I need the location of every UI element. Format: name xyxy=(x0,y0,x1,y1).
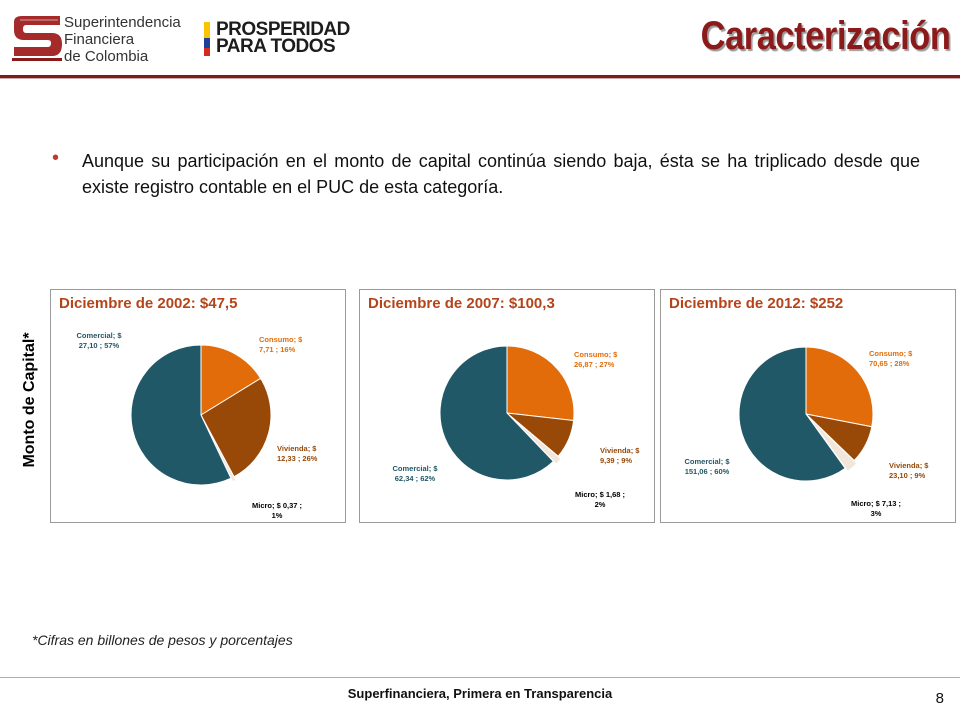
pie-slice-vivienda xyxy=(200,377,272,478)
data-label-consumo: Consumo; $26,87 ; 27% xyxy=(574,350,618,369)
pie-slice-comercial xyxy=(439,345,555,481)
flag-stripes-icon xyxy=(204,22,210,56)
footnote: *Cifras en billones de pesos y porcentaj… xyxy=(32,632,293,648)
pie-slice-comercial xyxy=(130,344,232,486)
header: Superintendencia Financiera de Colombia … xyxy=(0,0,960,80)
y-axis-label: Monto de Capital* xyxy=(21,332,38,468)
pie-slice-consumo xyxy=(805,346,874,428)
bullet-text: Aunque su participación en el monto de c… xyxy=(82,151,920,197)
footer-text: Superfinanciera, Primera en Transparenci… xyxy=(347,686,613,701)
page-title: Caracterización xyxy=(700,14,950,58)
chart-title: Diciembre de 2007: $100,3 xyxy=(368,295,555,312)
data-label-vivienda: Vivienda; $9,39 ; 9% xyxy=(600,446,640,465)
data-label-vivienda: Vivienda; $23,10 ; 9% xyxy=(889,461,929,480)
pie-chart-2012: Diciembre de 2012: $252 Consumo; $70,65 … xyxy=(660,289,956,523)
chart-title: Diciembre de 2012: $252 xyxy=(669,295,844,312)
partner-logo-line-2: PARA TODOS xyxy=(216,36,336,57)
data-label-micro: Micro; $ 0,37 ; 1% xyxy=(252,501,302,520)
page-number: 8 xyxy=(935,690,944,707)
data-label-vivienda: Vivienda; $12,33 ; 26% xyxy=(277,444,318,463)
pie-svg: Consumo; $70,65 ; 28% Vivienda; $23,10 ; … xyxy=(684,346,929,518)
pie-svg: Consumo; $7,71 ; 16% Vivienda; $12,33 ; 2… xyxy=(76,331,318,520)
logo-line-1: Superintendencia xyxy=(64,14,181,31)
data-label-comercial: Comercial; $62,34 ; 62% xyxy=(392,464,438,483)
chart-title: Diciembre de 2002: $47,5 xyxy=(59,295,238,312)
partner-logo-text: PROSPERIDAD PARA TODOS xyxy=(216,19,350,57)
pie-chart-2002: Diciembre de 2002: $47,5 Consumo; $7,71 … xyxy=(50,289,346,523)
pie-slice-micro xyxy=(509,415,562,465)
superfinanciera-logo-icon xyxy=(8,12,176,64)
header-divider xyxy=(0,75,960,78)
pie-slice-consumo xyxy=(200,344,262,416)
logo-text: Superintendencia Financiera de Colombia xyxy=(64,14,181,65)
header-divider-light xyxy=(0,78,960,79)
logo-line-2: Financiera xyxy=(64,31,135,48)
data-label-consumo: Consumo; $7,71 ; 16% xyxy=(259,335,303,354)
bullet-icon: • xyxy=(52,147,60,169)
pie-svg: Consumo; $26,87 ; 27% Vivienda; $9,39 ; 9… xyxy=(392,345,640,509)
partner-logo-line-1: PROSPERIDAD xyxy=(216,19,350,40)
pie-slice-comercial xyxy=(738,346,846,482)
data-label-comercial: Comercial; $151,06 ; 60% xyxy=(684,457,730,476)
logo-line-3: de Colombia xyxy=(64,48,149,65)
pie-slice-consumo xyxy=(506,345,575,422)
pie-slice-micro xyxy=(202,418,237,483)
data-label-micro: Micro; $ 7,13 ; 3% xyxy=(851,499,901,518)
pie-slice-micro xyxy=(808,416,858,473)
bullet-point: • Aunque su participación en el monto de… xyxy=(52,148,920,200)
data-label-comercial: Comercial; $27,10 ; 57% xyxy=(76,331,122,350)
data-label-consumo: Consumo; $70,65 ; 28% xyxy=(869,349,913,368)
footer-divider xyxy=(0,677,960,678)
data-label-micro: Micro; $ 1,68 ; 2% xyxy=(575,490,625,509)
pie-chart-2007: Diciembre de 2007: $100,3 Consumo; $26,8… xyxy=(359,289,655,523)
